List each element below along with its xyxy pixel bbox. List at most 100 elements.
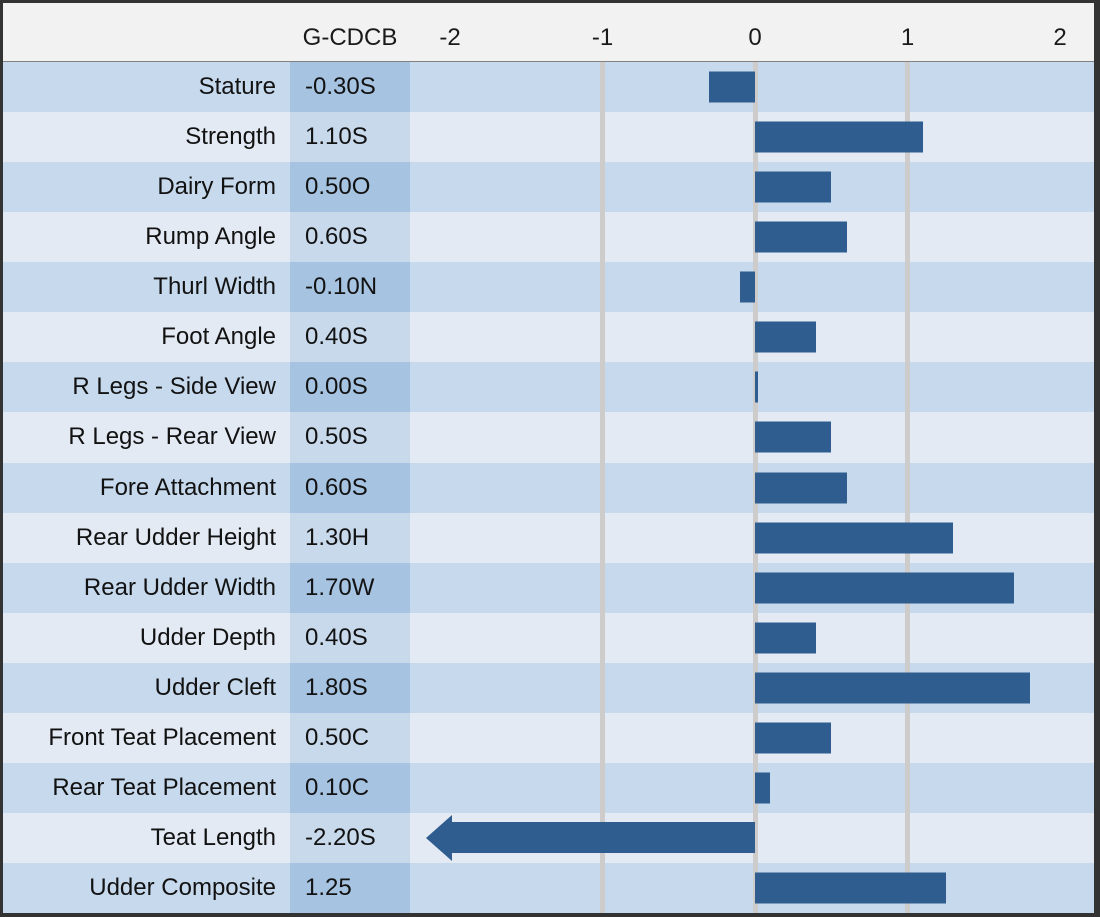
gridline — [600, 512, 605, 563]
gridline — [905, 162, 910, 213]
bar — [755, 672, 1030, 704]
chart-cell — [410, 412, 1094, 463]
table-row: Rear Teat Placement 0.10C — [3, 762, 1094, 813]
bar — [755, 872, 946, 904]
axis-tick-label: -1 — [591, 24, 614, 51]
gridline — [905, 812, 910, 863]
bar — [709, 71, 755, 103]
chart-cell — [410, 62, 1094, 113]
trait-label: Front Teat Placement — [3, 712, 290, 763]
table-row: Rump Angle 0.60S — [3, 212, 1094, 263]
trait-value: -0.10N — [290, 262, 410, 313]
gridline — [600, 462, 605, 513]
chart-cell — [410, 812, 1094, 863]
bar — [755, 121, 923, 153]
arrow-head-icon — [425, 814, 452, 861]
gridline — [600, 412, 605, 463]
trait-label: Teat Length — [3, 812, 290, 863]
table-row: Fore Attachment 0.60S — [3, 462, 1094, 513]
gridline — [905, 62, 910, 113]
bar — [755, 221, 847, 253]
trait-label: Rump Angle — [3, 212, 290, 263]
value-column-header: G-CDCB — [302, 24, 398, 51]
axis-tick-label: -2 — [439, 24, 461, 51]
zero-value-tick — [755, 371, 758, 403]
gridline — [905, 262, 910, 313]
gridline — [905, 412, 910, 463]
chart-cell — [410, 112, 1094, 163]
chart-cell — [410, 612, 1094, 663]
chart-cell — [410, 462, 1094, 513]
trait-value: 0.60S — [290, 212, 410, 263]
chart-cell — [410, 762, 1094, 813]
trait-value: 0.50S — [290, 412, 410, 463]
gridline — [905, 612, 910, 663]
trait-value: 0.60S — [290, 462, 410, 513]
trait-label: Strength — [3, 112, 290, 163]
gridline — [752, 62, 758, 113]
chart-cell — [410, 562, 1094, 613]
chart-cell — [410, 162, 1094, 213]
trait-label: Udder Cleft — [3, 662, 290, 713]
table-row: Udder Cleft 1.80S — [3, 662, 1094, 713]
gridline — [600, 312, 605, 363]
bar — [739, 271, 755, 303]
bar — [755, 171, 832, 203]
trait-value: 0.00S — [290, 362, 410, 413]
trait-value: 1.25 — [290, 863, 410, 914]
bar-off-scale-arrow — [425, 814, 755, 861]
gridline — [600, 262, 605, 313]
trait-value: 0.50C — [290, 712, 410, 763]
trait-label: R Legs - Side View — [3, 362, 290, 413]
trait-label: Udder Depth — [3, 612, 290, 663]
axis-tick-label: 0 — [748, 24, 762, 51]
trait-label: Udder Composite — [3, 863, 290, 914]
chart-cell — [410, 712, 1094, 763]
trait-value: 1.70W — [290, 562, 410, 613]
chart-cell — [410, 662, 1094, 713]
gridline — [600, 112, 605, 163]
table-row: Strength 1.10S — [3, 112, 1094, 163]
table-row: R Legs - Rear View 0.50S — [3, 412, 1094, 463]
table-row: Stature -0.30S — [3, 62, 1094, 113]
bar — [755, 522, 954, 554]
gridline — [600, 863, 605, 914]
bar — [755, 472, 847, 504]
table-row: R Legs - Side View 0.00S — [3, 362, 1094, 413]
gridline — [905, 362, 910, 413]
trait-value: 0.50O — [290, 162, 410, 213]
trait-value: 0.40S — [290, 612, 410, 663]
trait-label: R Legs - Rear View — [3, 412, 290, 463]
trait-value: 0.10C — [290, 762, 410, 813]
gridline — [600, 712, 605, 763]
gridline — [600, 62, 605, 113]
gridline — [600, 562, 605, 613]
gridline — [600, 762, 605, 813]
trait-label: Thurl Width — [3, 262, 290, 313]
gridline — [600, 212, 605, 263]
chart-cell — [410, 262, 1094, 313]
trait-label: Rear Udder Width — [3, 562, 290, 613]
trait-value: 1.80S — [290, 662, 410, 713]
trait-value: -0.30S — [290, 62, 410, 113]
chart-cell — [410, 312, 1094, 363]
table-row: Udder Composite 1.25 — [3, 863, 1094, 914]
axis-tick-label: 2 — [1053, 24, 1067, 51]
chart-cell — [410, 512, 1094, 563]
table-row: Udder Depth 0.40S — [3, 612, 1094, 663]
gridline — [600, 162, 605, 213]
gridline — [905, 212, 910, 263]
trait-value: -2.20S — [290, 812, 410, 863]
table-row: Rear Udder Width 1.70W — [3, 562, 1094, 613]
trait-label: Rear Udder Height — [3, 512, 290, 563]
gridline — [752, 262, 758, 313]
bar — [755, 722, 832, 754]
gridline — [905, 462, 910, 513]
table-row: Thurl Width -0.10N — [3, 262, 1094, 313]
bar — [755, 772, 771, 804]
trait-value: 1.30H — [290, 512, 410, 563]
chart-cell — [410, 863, 1094, 914]
trait-label: Stature — [3, 62, 290, 113]
chart-cell — [410, 212, 1094, 263]
